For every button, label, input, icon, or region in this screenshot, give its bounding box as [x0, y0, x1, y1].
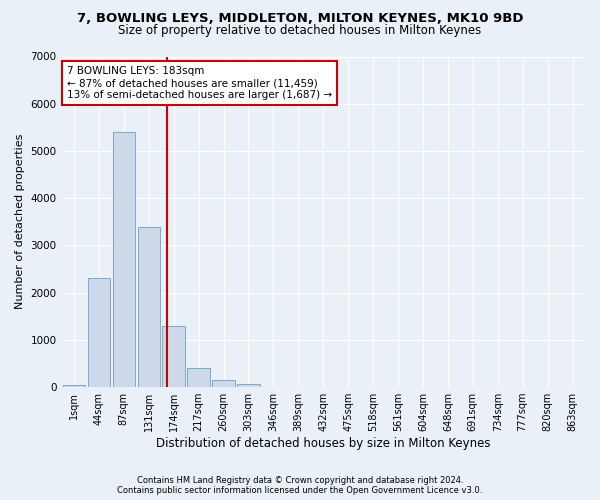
Text: Contains HM Land Registry data © Crown copyright and database right 2024.
Contai: Contains HM Land Registry data © Crown c…	[118, 476, 482, 495]
Bar	[187, 368, 210, 387]
Bar	[63, 384, 85, 387]
Text: 7 BOWLING LEYS: 183sqm
← 87% of detached houses are smaller (11,459)
13% of semi: 7 BOWLING LEYS: 183sqm ← 87% of detached…	[67, 66, 332, 100]
Y-axis label: Number of detached properties: Number of detached properties	[15, 134, 25, 310]
Text: Size of property relative to detached houses in Milton Keynes: Size of property relative to detached ho…	[118, 24, 482, 37]
Bar	[237, 384, 260, 387]
Bar	[113, 132, 135, 387]
Bar	[137, 226, 160, 387]
Bar	[163, 326, 185, 387]
Bar	[88, 278, 110, 387]
Text: 7, BOWLING LEYS, MIDDLETON, MILTON KEYNES, MK10 9BD: 7, BOWLING LEYS, MIDDLETON, MILTON KEYNE…	[77, 12, 523, 26]
Bar	[212, 380, 235, 387]
X-axis label: Distribution of detached houses by size in Milton Keynes: Distribution of detached houses by size …	[156, 437, 491, 450]
